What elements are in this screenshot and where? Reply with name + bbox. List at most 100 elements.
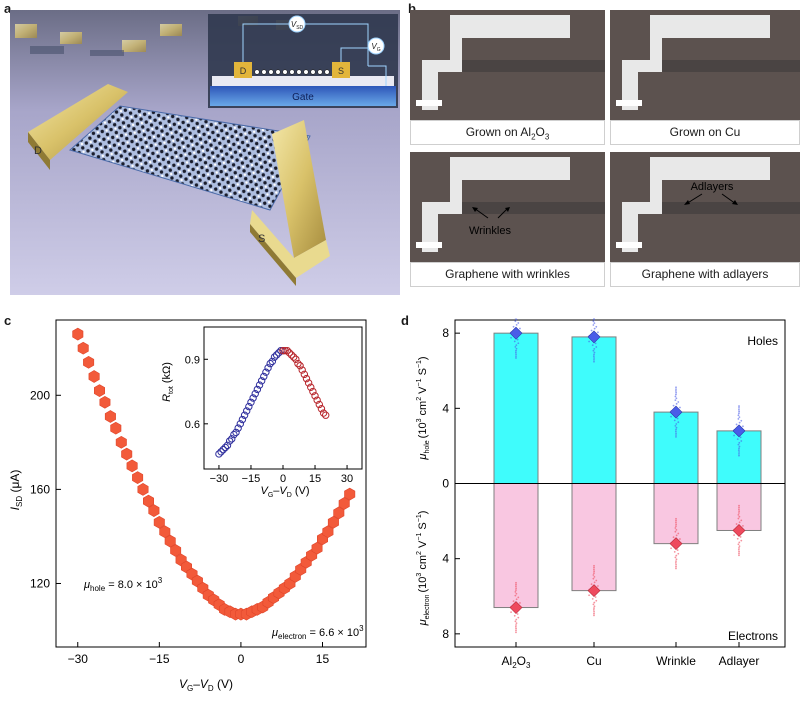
electron-distribution-dot [593, 610, 595, 613]
electron-distribution-dot [738, 506, 740, 509]
hole-distribution-dot [677, 421, 680, 424]
hole-distribution-dot [593, 318, 595, 321]
mobility-bar-chart: 0 4 8 4 8 Al2O3 Cu Wrinkle Adlayer Holes Electr… [416, 318, 786, 670]
wrinkles-annotation: Wrinkles [469, 225, 511, 237]
electrons-label: Electrons [728, 629, 778, 643]
inset-data-point [270, 353, 279, 361]
electron-distribution-dot [597, 585, 599, 587]
electron-distribution-dot [677, 532, 680, 535]
inset-data-point [275, 349, 283, 357]
hole-distribution-dot [674, 430, 677, 433]
inset-data-point [272, 351, 281, 359]
hole-distribution-dot [738, 454, 740, 457]
electron-distribution-dot [515, 629, 517, 632]
inset-data-point [243, 407, 251, 415]
drain-electrode [28, 84, 128, 160]
inset-y-axis-label: Rtot (kΩ) [161, 362, 175, 402]
inset-data-point [236, 420, 244, 428]
data-point-isd [83, 355, 95, 369]
inset-data-point [313, 396, 321, 404]
inset-data-point [249, 394, 257, 402]
x-axis-label-c: VG–VD (V) [179, 677, 233, 693]
hole-distribution-dot [738, 412, 740, 415]
panel-label-d: d [401, 313, 409, 328]
data-point-isd [164, 534, 176, 548]
data-point-isd [148, 504, 160, 517]
hole-distribution-dot [592, 355, 595, 358]
electron-distribution-dot [513, 614, 516, 617]
electron-distribution-dot [591, 597, 594, 600]
electron-distribution-dot [738, 547, 740, 549]
hole-distribution-dot [740, 440, 743, 442]
inset-data-point [304, 379, 313, 387]
electron-distribution-dot [515, 624, 517, 626]
electron-distribution-dot [592, 603, 595, 606]
electron-distribution-dot [737, 548, 740, 551]
x-tick-label-c: 15 [316, 652, 330, 666]
data-point-isd [137, 483, 149, 496]
electron-distribution-dot [675, 534, 678, 537]
inset-data-point [230, 430, 238, 439]
electron-mean-marker [732, 524, 746, 537]
hole-distribution-dot [517, 342, 520, 345]
vsd-symbol: V [291, 20, 297, 29]
electron-distribution-dot [733, 534, 735, 536]
inset-data-point [225, 437, 234, 445]
inset-x-axis-label: VG–VD (V) [260, 485, 309, 499]
electron-distribution-dot [593, 605, 596, 608]
hole-distribution-dot [733, 434, 735, 437]
hole-distribution-dot [737, 443, 740, 446]
hole-distribution-dot [515, 344, 518, 346]
hole-distribution-dot [515, 323, 518, 326]
bar-electron-mobility [653, 483, 699, 545]
y-tick-label-d: 4 [442, 401, 449, 415]
hole-distribution-dot [593, 327, 596, 330]
holes-label: Holes [747, 334, 778, 348]
electron-distribution-dot [673, 551, 676, 553]
electron-distribution-dot [737, 513, 740, 516]
electron-distribution-dot [738, 541, 741, 544]
hole-distribution-dot [513, 340, 516, 343]
hole-distribution-dot [677, 401, 680, 403]
electron-distribution-dot [515, 589, 517, 591]
micrograph-image-adlayers: Adlayers [610, 152, 800, 262]
inset-data-point [219, 445, 227, 454]
electron-distribution-dot [676, 549, 679, 551]
hole-distribution-dot [593, 353, 595, 356]
electron-distribution-dot [675, 528, 678, 531]
hole-distribution-dot [675, 388, 677, 391]
svg-text:VG: VG [371, 42, 380, 53]
electron-distribution-dot [738, 515, 741, 518]
hole-distribution-dot [675, 426, 678, 429]
circuit-inset: Gate D S VSD VG [208, 14, 398, 108]
inset-data-point [285, 349, 294, 357]
hole-distribution-dot [739, 436, 742, 439]
electron-distribution-dot [515, 622, 518, 625]
data-point-isd [110, 421, 122, 435]
data-point-isd [170, 544, 182, 557]
inset-x-tick-label: 0 [280, 473, 286, 485]
electron-distribution-dot [675, 565, 677, 568]
hole-distribution-dot [517, 322, 520, 324]
hole-distribution-dot [738, 445, 741, 448]
electron-distribution-dot [514, 591, 517, 593]
hole-distribution-dot [737, 418, 740, 420]
hole-distribution-dot [515, 318, 518, 321]
x-tick-label-c: 0 [238, 652, 245, 666]
inset-data-point [215, 450, 223, 458]
inset-data-point [228, 435, 236, 443]
bar-hole-mobility [653, 411, 699, 484]
y-tick-label-c: 120 [30, 576, 50, 590]
electron-distribution-dot [674, 530, 677, 533]
hole-distribution-dot [593, 358, 595, 361]
caption-cu: Grown on Cu [610, 120, 800, 145]
electron-distribution-dot [592, 609, 595, 611]
hole-distribution-dot [675, 434, 677, 436]
electron-mean-marker [669, 537, 683, 551]
electron-distribution-dot [514, 594, 517, 597]
hole-distribution-dot [516, 338, 519, 341]
hole-distribution-dot [593, 351, 596, 354]
hole-distribution-dot [673, 419, 676, 422]
hole-distribution-dot [597, 331, 599, 334]
data-point-isd [132, 471, 144, 484]
